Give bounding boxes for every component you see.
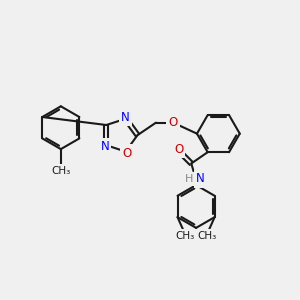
Text: N: N: [100, 140, 109, 153]
Text: CH₃: CH₃: [51, 166, 70, 176]
Text: N: N: [121, 111, 130, 124]
Text: O: O: [169, 116, 178, 129]
Text: N: N: [196, 172, 205, 185]
Text: H: H: [185, 174, 194, 184]
Text: CH₃: CH₃: [175, 232, 195, 242]
Text: O: O: [174, 143, 183, 156]
Text: CH₃: CH₃: [197, 232, 217, 242]
Text: O: O: [122, 146, 132, 160]
